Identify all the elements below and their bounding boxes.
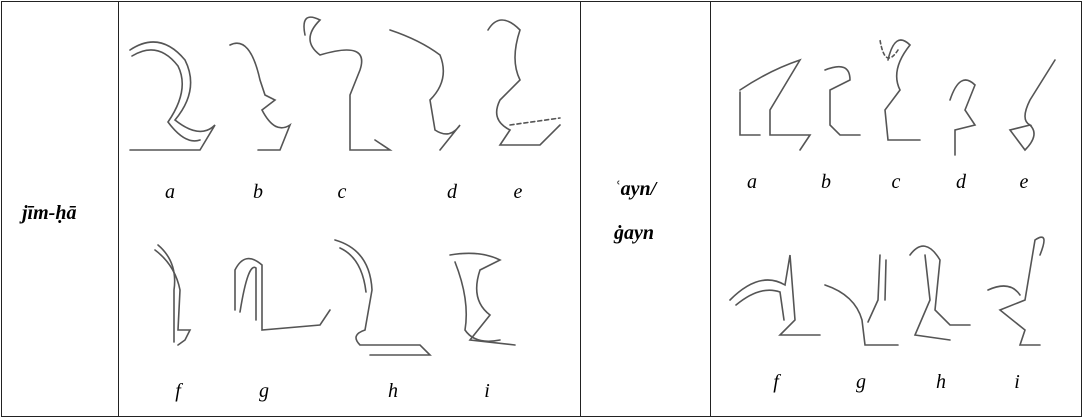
letter: f (773, 371, 779, 393)
label-cell (1, 1, 119, 417)
letter: d (956, 171, 966, 193)
glyph-cell (118, 1, 581, 417)
glyph-cell (710, 1, 1082, 417)
letter: b (821, 171, 831, 193)
letter: c (337, 181, 347, 203)
letter: g (259, 380, 269, 402)
letter: d (447, 181, 457, 203)
letter: a (747, 171, 757, 193)
letter: b (253, 181, 263, 203)
letter: e (513, 181, 523, 203)
letter: i (484, 380, 490, 402)
row-label: ġayn (614, 222, 654, 244)
letter: c (891, 171, 901, 193)
letter: h (936, 371, 946, 393)
letter: e (1019, 171, 1029, 193)
letter: f (175, 380, 181, 402)
letter: h (388, 380, 398, 402)
row-label: ʿayn/ (614, 178, 657, 200)
letter: g (856, 371, 866, 393)
letter: a (165, 181, 175, 203)
row-label: jīm-ḥā (22, 202, 77, 224)
label-cell (580, 1, 711, 417)
letter: i (1014, 371, 1020, 393)
